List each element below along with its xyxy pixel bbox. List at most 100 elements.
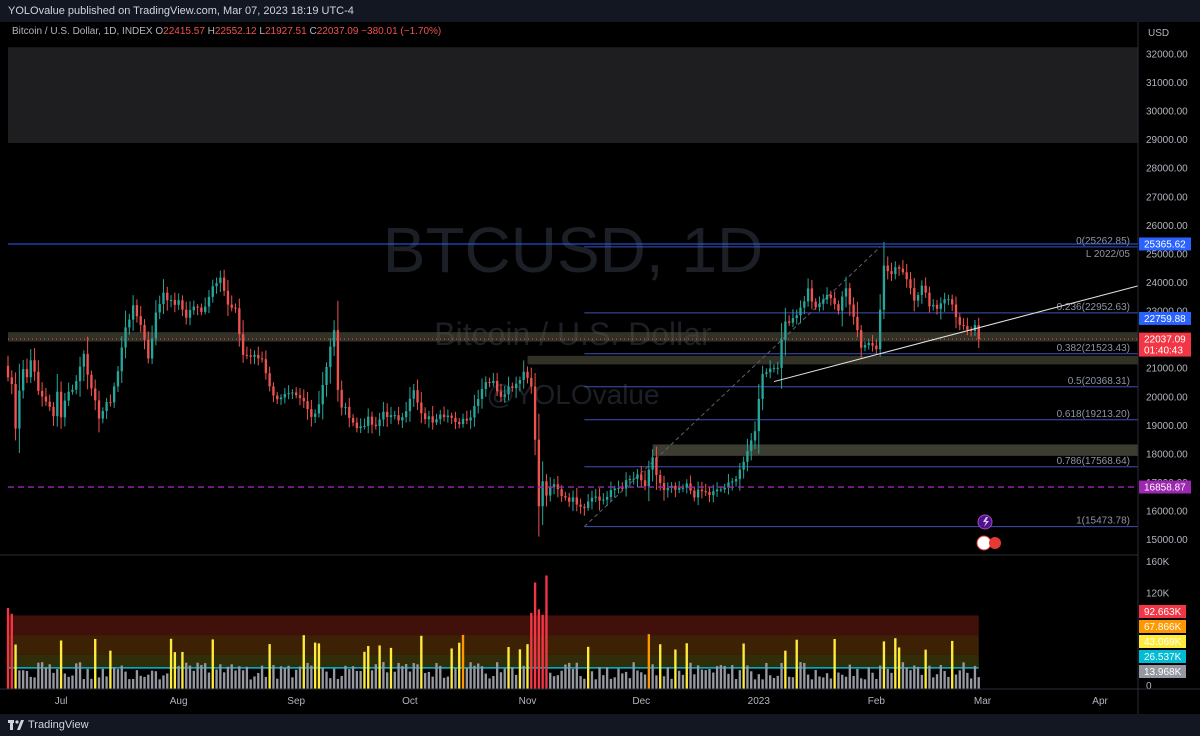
candle-body — [784, 321, 786, 339]
btcusd-chart[interactable]: BTCUSD, 1D Bitcoin / U.S. Dollar @YOLOva… — [0, 22, 1200, 714]
volume-bar — [583, 679, 585, 689]
volume-bar — [322, 668, 324, 689]
candle-body — [545, 481, 547, 495]
fib-note: L 2022/05 — [1086, 249, 1131, 260]
candle-body — [223, 278, 225, 291]
candle-body — [234, 308, 236, 309]
volume-bar — [177, 666, 179, 689]
volume-bar — [724, 666, 726, 689]
candle-body — [477, 399, 479, 406]
high-label: H — [208, 26, 215, 37]
volume-bar — [196, 663, 198, 689]
candle-body — [849, 288, 851, 304]
volume-bar — [390, 648, 392, 689]
volume-bar — [189, 666, 191, 689]
candle-body — [363, 426, 365, 427]
candle-body — [26, 369, 28, 377]
volume-bar — [337, 679, 339, 689]
volume-bar — [41, 662, 43, 689]
candle-body — [140, 316, 142, 325]
event-icons[interactable] — [977, 515, 1001, 550]
candle-body — [166, 293, 168, 301]
candle-body — [644, 480, 646, 486]
candle-body — [815, 302, 817, 308]
candle-body — [921, 286, 923, 295]
candle-body — [416, 390, 418, 402]
watermark-ticker: BTCUSD, 1D — [383, 214, 764, 286]
price-tick-label: 26000.00 — [1146, 221, 1188, 232]
volume-bar — [959, 670, 961, 689]
candle-body — [473, 406, 475, 417]
volume-bar — [663, 676, 665, 689]
volume-bar — [52, 673, 54, 689]
candle-body — [75, 381, 77, 390]
us-flag-icon[interactable] — [977, 536, 991, 550]
time-tick-label: 2023 — [748, 696, 771, 707]
volume-bar — [26, 671, 28, 689]
volume-bar — [341, 676, 343, 689]
volume-bar — [33, 677, 35, 689]
candle-body — [333, 330, 335, 346]
time-tick-label: Feb — [868, 696, 886, 707]
candle-body — [435, 419, 437, 422]
candle-body — [500, 391, 502, 397]
volume-bar — [932, 677, 934, 689]
candle-body — [147, 340, 149, 359]
volume-bar — [90, 679, 92, 689]
candle-body — [287, 393, 289, 394]
candle-body — [458, 422, 460, 424]
volume-bar — [864, 679, 866, 689]
volume-bar — [610, 679, 612, 689]
volume-bar — [64, 673, 66, 689]
candle-body — [625, 480, 627, 488]
volume-bar — [329, 678, 331, 689]
candle-body — [280, 397, 282, 399]
volume-bar — [830, 678, 832, 689]
time-axis[interactable]: Jul Aug Sep Oct Nov Dec 2023 Feb Mar Apr — [0, 689, 1200, 707]
price-tick-label: 19000.00 — [1146, 421, 1188, 432]
volume-bar — [261, 666, 263, 689]
volume-bar — [974, 666, 976, 689]
volume-bar — [917, 667, 919, 689]
volume-bar — [511, 667, 513, 689]
candle-body — [466, 419, 468, 421]
volume-bar — [746, 665, 748, 689]
candle-body — [621, 488, 623, 489]
volume-bar — [837, 673, 839, 689]
volume-bar — [720, 665, 722, 689]
candle-body — [196, 307, 198, 308]
candle-body — [102, 411, 104, 419]
candle-body — [678, 488, 680, 490]
candle-body — [200, 308, 202, 312]
candle-body — [792, 318, 794, 323]
low-value: 21927.51 — [265, 26, 307, 37]
volume-bar — [655, 675, 657, 689]
candle-body — [864, 345, 866, 348]
volume-axis[interactable]: 40K80K120K160K092.663K67.866K43.069K26.5… — [1139, 557, 1186, 692]
volume-bar — [162, 675, 164, 689]
chart-area[interactable]: BTCUSD, 1D Bitcoin / U.S. Dollar @YOLOva… — [0, 22, 1200, 714]
candle-body — [174, 300, 176, 305]
us-flag-icon-secondary[interactable] — [989, 537, 1001, 549]
price-tick-label: 27000.00 — [1146, 192, 1188, 203]
volume-bar — [625, 672, 627, 689]
volume-bar — [936, 674, 938, 689]
volume-bar — [602, 675, 604, 689]
candle-body — [871, 343, 873, 346]
volume-bar — [636, 670, 638, 689]
volume-bar — [788, 677, 790, 689]
candle-body — [159, 304, 161, 312]
candle-body — [250, 355, 252, 356]
candle-body — [56, 392, 58, 416]
volume-bar — [280, 666, 282, 689]
volume-bar — [667, 667, 669, 689]
candle-body — [549, 487, 551, 496]
fib-label-1: 0.236(22952.63) — [1057, 302, 1130, 313]
volume-zero-label: 0 — [1146, 681, 1152, 692]
volume-bar — [121, 666, 123, 689]
candle-body — [246, 355, 248, 356]
volume-bar — [159, 679, 161, 689]
candle-body — [610, 490, 612, 497]
volume-bar — [614, 677, 616, 689]
price-tick-label: 30000.00 — [1146, 107, 1188, 118]
